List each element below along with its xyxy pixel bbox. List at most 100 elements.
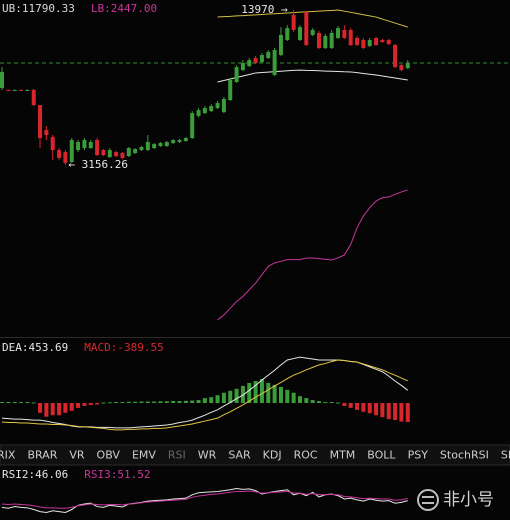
histogram-bar	[342, 403, 347, 406]
candle-body	[126, 148, 131, 157]
histogram-bar	[215, 395, 220, 403]
histogram-bar	[69, 403, 74, 411]
candle-body	[323, 35, 328, 49]
candle-body	[38, 105, 43, 139]
histogram-bar	[228, 390, 233, 403]
candle-body	[304, 12, 309, 46]
candle-body	[139, 147, 144, 151]
candle-body	[329, 32, 334, 49]
annotation: ← 3156.26	[68, 158, 128, 171]
indicator-tab[interactable]: RSI	[168, 449, 186, 462]
histogram-bar	[259, 379, 264, 403]
candle-body	[291, 15, 296, 30]
indicator-tab[interactable]: KDJ	[263, 449, 282, 462]
candle-body	[63, 152, 68, 163]
legend-label: MACD:-389.55	[84, 341, 163, 354]
candle-body	[380, 39, 385, 42]
histogram-bar	[285, 389, 290, 403]
histogram-bar	[190, 400, 195, 403]
histogram-bar	[266, 382, 271, 403]
candle-body	[158, 143, 163, 147]
candle-body	[183, 138, 188, 142]
indicator-tab[interactable]: StochRSI	[440, 449, 489, 462]
indicator-tab[interactable]: RIX	[0, 449, 16, 462]
histogram-bar	[82, 403, 87, 406]
histogram-bar	[126, 401, 131, 403]
histogram-bar	[114, 402, 119, 404]
candle-body	[259, 55, 264, 63]
watermark-logo	[417, 489, 439, 511]
candle-body	[88, 142, 93, 149]
histogram-bar	[164, 401, 169, 403]
histogram-bar	[88, 403, 93, 405]
histogram-bar	[355, 403, 360, 410]
candle-body	[361, 39, 366, 49]
indicator-tab[interactable]: SMI	[501, 449, 510, 462]
series-line	[217, 69, 408, 83]
candle-body	[285, 28, 290, 40]
histogram-bar	[0, 402, 4, 404]
histogram-bar	[272, 384, 277, 403]
histogram-bar	[38, 403, 43, 413]
series-line	[1, 359, 408, 431]
histogram-bar	[101, 402, 106, 404]
candle-body	[82, 140, 87, 149]
watermark-text: 非小号	[443, 490, 494, 510]
histogram-bar	[329, 402, 334, 404]
histogram-bar	[221, 392, 226, 403]
indicator-tab[interactable]: WR	[198, 449, 217, 462]
indicator-tab[interactable]: BOLL	[367, 449, 396, 462]
candle-body	[12, 90, 17, 91]
series-line	[1, 487, 408, 513]
histogram-bar	[44, 403, 49, 417]
indicator-tab[interactable]: MTM	[330, 449, 356, 462]
candle-body	[202, 108, 207, 114]
candle-body	[164, 142, 169, 147]
watermark-logo-lines	[422, 496, 434, 504]
indicator-tab[interactable]: OBV	[97, 449, 121, 462]
candle-body	[297, 27, 302, 40]
candle-body	[107, 150, 112, 158]
candle-body	[31, 90, 36, 106]
histogram-bar	[177, 401, 182, 403]
indicator-tab[interactable]: VR	[69, 449, 85, 462]
series-line	[217, 9, 408, 28]
indicator-tab[interactable]: PSY	[408, 449, 429, 462]
histogram-bar	[107, 402, 112, 404]
histogram-bar	[152, 401, 157, 403]
histogram-bar	[63, 403, 68, 413]
indicator-tab[interactable]: EMV	[132, 449, 156, 462]
histogram-bar	[405, 403, 410, 423]
legend-label: RSI3:51.52	[84, 468, 150, 481]
candle-body	[76, 142, 81, 151]
histogram-bar	[133, 401, 138, 403]
candle-body	[209, 106, 214, 112]
indicator-tab[interactable]: BRAR	[27, 449, 57, 462]
candle-body	[19, 90, 24, 91]
legend-label: RSI2:46.06	[2, 468, 68, 481]
candle-body	[145, 142, 150, 151]
histogram-bar	[95, 403, 100, 405]
candle-body	[234, 67, 239, 82]
legend-label: LB:2447.00	[91, 2, 157, 15]
histogram-bar	[304, 398, 309, 403]
candle-body	[393, 45, 398, 68]
annotation: 13970 →	[241, 3, 288, 16]
histogram-bar	[386, 403, 391, 420]
histogram-bar	[399, 403, 404, 422]
histogram-bar	[297, 396, 302, 403]
candle-body	[266, 52, 271, 59]
candle-body	[386, 39, 391, 44]
indicator-tab[interactable]: SAR	[228, 449, 251, 462]
candle-body	[133, 149, 138, 154]
candle-body	[190, 113, 195, 139]
histogram-bar	[158, 401, 163, 403]
histogram-bar	[240, 385, 245, 403]
candle-body	[120, 153, 125, 158]
candle-body	[348, 29, 353, 45]
candle-body	[0, 71, 4, 88]
histogram-bar	[374, 403, 379, 416]
indicator-tab[interactable]: ROC	[294, 449, 318, 462]
